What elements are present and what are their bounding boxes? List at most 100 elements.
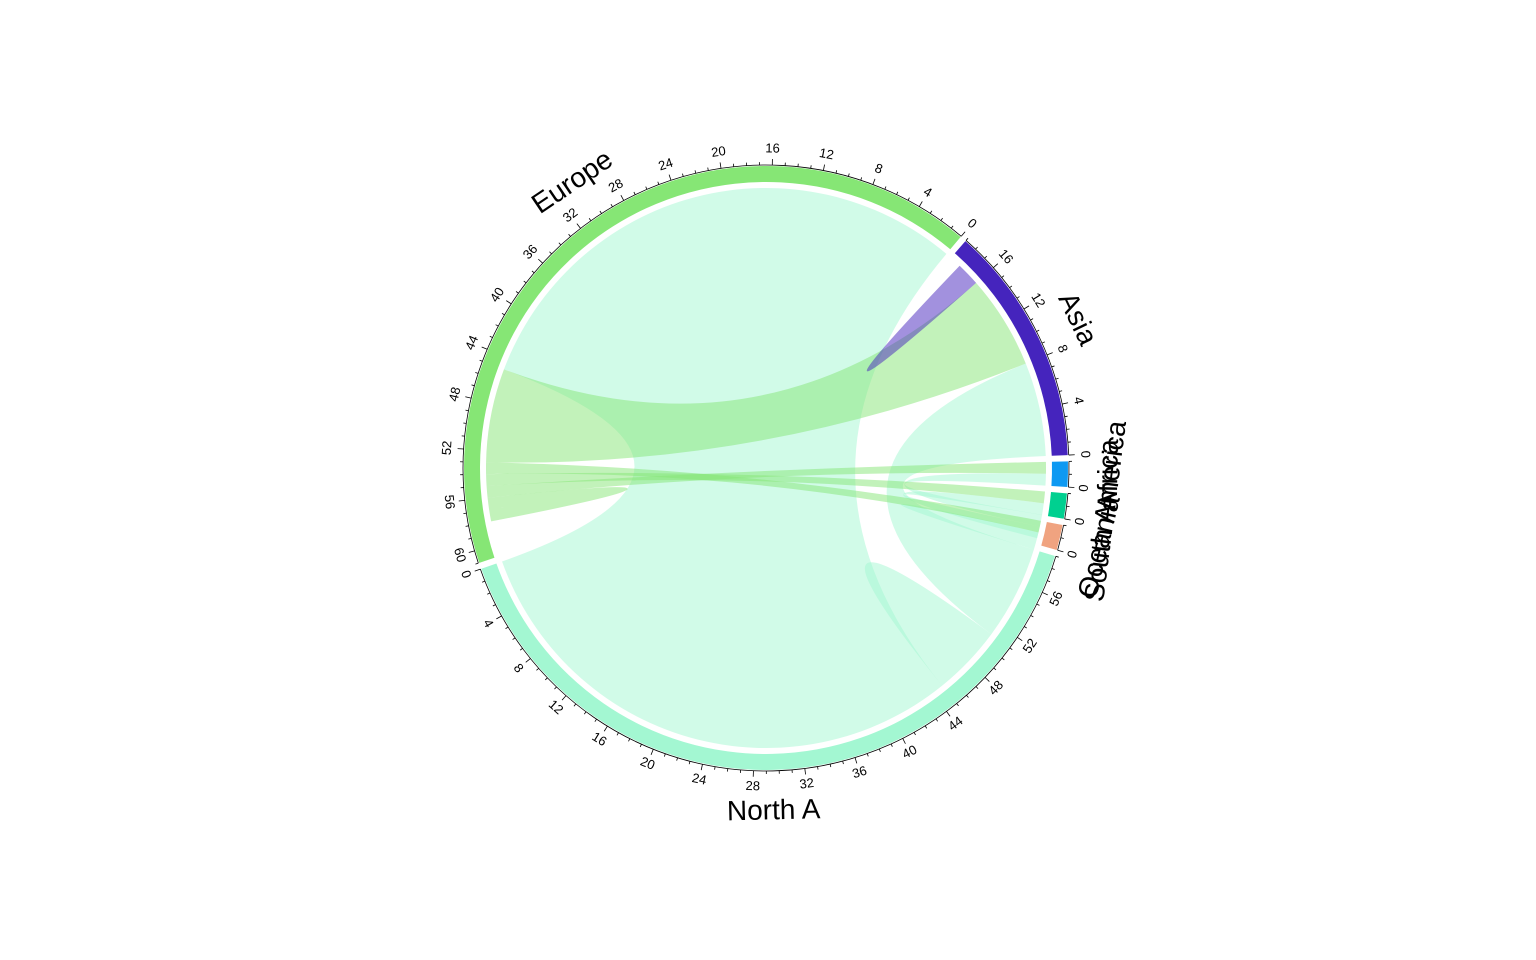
major-tick-europe (960, 231, 966, 237)
minor-tick-asia (1051, 365, 1055, 368)
minor-tick-oceania (1063, 524, 1067, 527)
minor-tick-north-a (866, 753, 869, 757)
tick-label-north-a: 16 (589, 729, 609, 749)
major-tick-oceania (1057, 549, 1064, 553)
minor-tick-north-a (544, 677, 548, 681)
minor-tick-north-a (554, 686, 557, 690)
sector-arc-europe (463, 165, 961, 563)
major-tick-asia (993, 263, 999, 268)
minor-tick-north-a (663, 753, 666, 757)
major-tick-europe (823, 164, 825, 171)
minor-tick-europe (465, 525, 469, 527)
minor-tick-north-a (878, 748, 881, 752)
major-tick-north-a (1042, 592, 1048, 596)
minor-tick-north-a (975, 686, 979, 689)
major-tick-north-a (525, 658, 531, 663)
minor-tick-europe (835, 170, 838, 174)
minor-tick-europe (610, 203, 613, 207)
major-tick-north-a (474, 568, 481, 572)
minor-tick-north-a (956, 703, 959, 707)
minor-tick-north-a (519, 648, 523, 651)
tick-label-asia: 4 (1071, 395, 1087, 405)
sector-label-north-a: North A (727, 793, 821, 826)
major-tick-europe (538, 258, 543, 264)
sector-arc-oceania (1041, 521, 1063, 550)
minor-tick-north-a (1030, 615, 1034, 618)
minor-tick-north-a (1051, 568, 1055, 570)
minor-tick-europe (465, 409, 469, 412)
minor-tick-north-a (616, 732, 619, 736)
tick-label-oceania: 0 (1064, 549, 1080, 560)
major-tick-north-a (650, 749, 654, 755)
major-tick-north-a (1017, 637, 1023, 642)
major-tick-asia (1062, 402, 1069, 405)
tick-label-europe: 40 (487, 284, 507, 304)
minor-tick-north-a (1009, 647, 1013, 650)
minor-tick-europe (633, 191, 636, 195)
tick-label-europe: 52 (439, 440, 455, 455)
tick-label-south-america: 0 (1071, 517, 1087, 527)
sector-axis-asia (965, 240, 1070, 456)
minor-tick-europe (907, 197, 910, 201)
minor-tick-europe (475, 562, 479, 565)
tick-label-europe: 24 (656, 155, 674, 174)
link-north-a-to-africa (904, 473, 1046, 527)
minor-tick-asia (984, 255, 988, 259)
minor-tick-europe (588, 218, 592, 221)
tick-label-europe: 32 (560, 205, 581, 226)
sector-axis-europe (462, 164, 962, 564)
minor-tick-europe (645, 186, 648, 190)
minor-tick-europe (950, 225, 954, 229)
link-asia-to-asia (866, 265, 977, 372)
minor-tick-asia (965, 237, 969, 241)
major-tick-europe (576, 223, 581, 229)
tick-label-europe: 16 (765, 140, 780, 155)
minor-tick-europe (860, 177, 863, 181)
tick-label-africa: 0 (1076, 484, 1091, 492)
minor-tick-north-a (573, 703, 577, 707)
major-tick-asia (1046, 352, 1053, 356)
minor-tick-europe (694, 170, 697, 174)
minor-tick-north-a (481, 580, 486, 583)
minor-tick-north-a (913, 732, 916, 736)
minor-tick-north-a (594, 718, 597, 722)
minor-tick-north-a (512, 637, 516, 640)
minor-tick-north-a (829, 764, 832, 768)
minor-tick-asia (1009, 285, 1013, 289)
minor-tick-asia (1030, 318, 1034, 321)
tick-label-north-a: 56 (1046, 589, 1066, 608)
sector-arc-africa (1051, 461, 1068, 488)
minor-tick-europe (501, 312, 505, 316)
tick-label-asia: 12 (1028, 290, 1048, 310)
link-north-a-to-oceania (901, 504, 1039, 550)
minor-tick-europe (495, 324, 499, 327)
minor-tick-north-a (492, 604, 496, 607)
tick-label-north-a: 40 (900, 742, 920, 762)
major-tick-north-a (854, 757, 858, 764)
minor-tick-asia (1059, 390, 1063, 392)
minor-tick-europe (929, 210, 933, 214)
major-tick-europe (468, 550, 475, 553)
sector-arc-asia (954, 241, 1068, 456)
minor-tick-asia (1055, 377, 1059, 380)
minor-tick-north-a (966, 694, 969, 698)
minor-tick-asia (1064, 415, 1068, 418)
major-tick-north-a (561, 695, 567, 701)
minor-tick-north-a (1055, 555, 1059, 558)
major-tick-north-a (902, 738, 906, 744)
minor-tick-europe (707, 167, 709, 171)
minor-tick-europe (896, 191, 899, 195)
minor-tick-europe (475, 372, 479, 374)
major-tick-north-a (700, 764, 703, 771)
major-tick-europe (719, 162, 722, 169)
minor-tick-asia (1001, 275, 1005, 278)
minor-tick-europe (940, 217, 943, 221)
link-north-a-to-europe (502, 187, 947, 749)
minor-tick-europe (523, 280, 527, 284)
link-europe-to-asia (486, 282, 1026, 463)
link-europe-to-africa (486, 461, 1046, 498)
minor-tick-europe (468, 538, 472, 540)
sector-label-africa: Africa (1092, 439, 1124, 512)
